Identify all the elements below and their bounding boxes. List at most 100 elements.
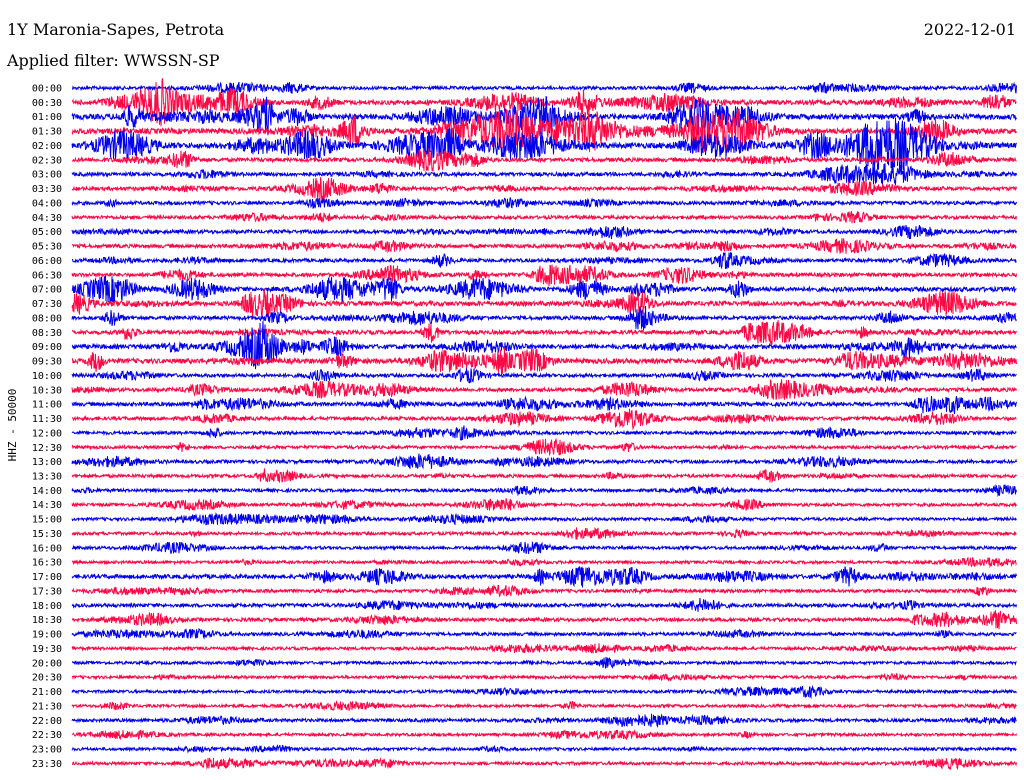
row-label: 00:00 [32, 84, 62, 95]
trace-row [71, 713, 1017, 728]
trace-row [71, 643, 1017, 654]
trace-row [71, 211, 1017, 224]
trace-row [71, 379, 1017, 400]
trace-row [71, 367, 1017, 384]
row-label: 16:30 [32, 558, 62, 569]
row-label: 15:30 [32, 529, 62, 540]
trace-row [71, 288, 1017, 319]
trace-row [71, 81, 1017, 95]
row-label: 12:30 [32, 443, 62, 454]
trace-row [71, 305, 1017, 331]
row-label: 08:00 [32, 313, 62, 324]
row-label: 11:00 [32, 400, 62, 411]
trace-row [71, 541, 1017, 555]
trace-row [71, 177, 1017, 201]
trace-row [71, 744, 1017, 754]
row-label: 22:30 [32, 730, 62, 741]
row-label: 01:30 [32, 127, 62, 138]
trace-row [71, 484, 1017, 498]
trace-row [71, 252, 1017, 270]
trace-row [71, 275, 1017, 303]
row-label: 23:00 [32, 745, 62, 756]
row-label: 18:30 [32, 615, 62, 626]
trace-row [71, 78, 1017, 127]
row-label: 07:30 [32, 299, 62, 310]
row-label: 19:00 [32, 630, 62, 641]
row-label: 18:00 [32, 601, 62, 612]
trace-row [71, 224, 1017, 240]
row-label: 23:30 [32, 759, 62, 770]
row-label: 15:00 [32, 515, 62, 526]
trace-row [71, 497, 1017, 512]
row-label: 07:00 [32, 285, 62, 296]
station-title: 1Y Maronia-Sapes, Petrota [7, 20, 225, 39]
trace-row [71, 672, 1017, 683]
row-tick-labels: 00:00 00:30 01:00 01:30 02:00 02:30 03:00 03:30… [32, 84, 62, 770]
trace-row [71, 566, 1017, 588]
trace-row [71, 108, 1017, 153]
row-label: 14:30 [32, 500, 62, 511]
row-label: 12:00 [32, 428, 62, 439]
row-label: 01:00 [32, 112, 62, 123]
y-axis-label: HHZ - 50000 [6, 389, 19, 462]
row-label: 08:30 [32, 328, 62, 339]
row-label: 00:30 [32, 98, 62, 109]
trace-row [71, 395, 1017, 414]
trace-row [71, 729, 1017, 741]
row-label: 16:00 [32, 543, 62, 554]
row-label: 21:30 [32, 701, 62, 712]
trace-row [71, 583, 1017, 598]
row-label: 09:30 [32, 357, 62, 368]
row-label: 21:00 [32, 687, 62, 698]
row-label: 06:00 [32, 256, 62, 267]
row-label: 20:00 [32, 658, 62, 669]
trace-row [71, 437, 1017, 457]
row-label: 10:00 [32, 371, 62, 382]
trace-row [71, 264, 1017, 286]
trace-row [71, 163, 1017, 185]
trace-row [71, 197, 1017, 209]
row-label: 20:30 [32, 673, 62, 684]
row-label: 03:00 [32, 170, 62, 181]
trace-row [71, 321, 1017, 370]
trace-row [71, 347, 1017, 374]
trace-row [71, 468, 1017, 484]
trace-row [71, 656, 1017, 669]
trace-row [71, 557, 1017, 569]
row-label: 02:30 [32, 155, 62, 166]
row-label: 02:00 [32, 141, 62, 152]
row-label: 10:30 [32, 385, 62, 396]
row-label: 22:00 [32, 716, 62, 727]
trace-row [71, 148, 1017, 172]
trace-row [71, 408, 1017, 431]
row-label: 14:00 [32, 486, 62, 497]
trace-row [71, 511, 1017, 526]
trace-row [71, 453, 1017, 470]
row-label: 11:30 [32, 414, 62, 425]
row-label: 03:30 [32, 184, 62, 195]
row-label: 09:00 [32, 342, 62, 353]
row-label: 17:00 [32, 572, 62, 583]
row-label: 05:00 [32, 227, 62, 238]
trace-row [71, 238, 1017, 254]
trace-row [71, 700, 1017, 712]
trace-row [71, 425, 1017, 441]
trace-row [71, 610, 1017, 630]
row-label: 05:30 [32, 242, 62, 253]
trace-row [71, 117, 1017, 172]
trace-row [71, 628, 1017, 640]
trace-row [72, 756, 1017, 771]
row-label: 13:30 [32, 471, 62, 482]
trace-row [71, 95, 1017, 139]
row-label: 13:00 [32, 457, 62, 468]
row-label: 06:30 [32, 270, 62, 281]
record-date: 2022-12-01 [923, 20, 1016, 39]
row-label: 19:30 [32, 644, 62, 655]
applied-filter-label: Applied filter: WWSSN-SP [7, 51, 220, 70]
row-label: 17:30 [32, 586, 62, 597]
trace-row [71, 597, 1017, 612]
trace-row [71, 684, 1017, 700]
trace-row [71, 526, 1017, 540]
row-label: 04:30 [32, 213, 62, 224]
